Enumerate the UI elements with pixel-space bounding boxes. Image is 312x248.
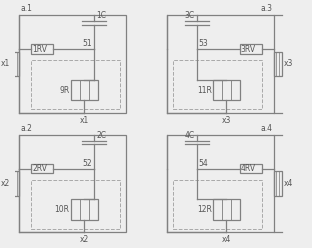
Bar [31, 60, 120, 109]
Bar [19, 135, 126, 232]
Bar [31, 164, 53, 174]
Bar [213, 199, 240, 220]
Text: a.1: a.1 [21, 4, 33, 13]
Bar [274, 171, 282, 196]
Text: x3: x3 [283, 59, 293, 68]
Bar [173, 60, 262, 109]
Bar [31, 44, 53, 54]
Text: 3RV: 3RV [241, 45, 256, 54]
Text: 4RV: 4RV [241, 164, 256, 173]
Text: 9R: 9R [59, 86, 70, 94]
Text: 2C: 2C [96, 130, 106, 140]
Bar [11, 171, 19, 196]
Text: 12R: 12R [197, 205, 212, 214]
Text: x4: x4 [222, 235, 231, 244]
Bar [167, 15, 274, 113]
Bar [71, 199, 98, 220]
Bar [240, 164, 262, 174]
Text: x3: x3 [222, 116, 231, 124]
Text: 2RV: 2RV [32, 164, 47, 173]
Text: 1RV: 1RV [32, 45, 47, 54]
Text: x1: x1 [80, 116, 89, 124]
Bar [11, 52, 19, 76]
Text: x2: x2 [80, 235, 89, 244]
Text: 52: 52 [83, 159, 92, 168]
Bar [173, 180, 262, 229]
Text: 51: 51 [83, 39, 92, 48]
Bar [167, 135, 274, 232]
Text: 11R: 11R [197, 86, 212, 94]
Bar [31, 180, 120, 229]
Bar [274, 52, 282, 76]
Text: 54: 54 [198, 159, 208, 168]
Bar [213, 80, 240, 100]
Text: x2: x2 [0, 179, 10, 188]
Text: a.4: a.4 [260, 124, 272, 133]
Bar [71, 80, 98, 100]
Text: 4C: 4C [184, 130, 195, 140]
Text: 10R: 10R [55, 205, 70, 214]
Text: 1C: 1C [96, 11, 106, 20]
Text: 3C: 3C [184, 11, 195, 20]
Text: x4: x4 [283, 179, 293, 188]
Bar [240, 44, 262, 54]
Text: x1: x1 [0, 59, 10, 68]
Text: 53: 53 [198, 39, 208, 48]
Text: a.3: a.3 [260, 4, 272, 13]
Bar [19, 15, 126, 113]
Text: a.2: a.2 [21, 124, 33, 133]
